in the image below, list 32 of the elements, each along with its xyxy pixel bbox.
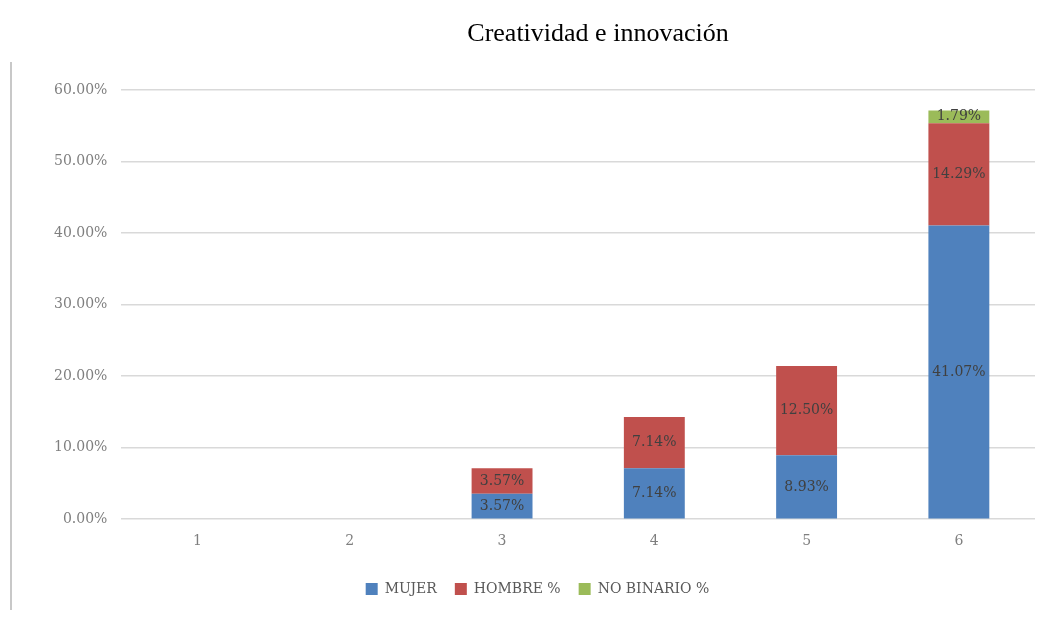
legend-label: HOMBRE % [473,579,561,596]
x-tick-label: 1 [193,532,202,549]
bar [776,455,838,519]
y-tick-label: 40.00% [53,223,108,240]
y-tick-label: 0.00% [62,509,108,526]
data-label: 14.29% [932,164,986,181]
data-label: 12.50% [779,401,834,418]
bar [623,468,685,519]
x-tick-label: 3 [497,532,507,549]
y-tick-label: 60.00% [53,80,108,97]
data-label: 3.57% [479,471,525,488]
legend-label: NO BINARIO % [597,579,710,596]
data-label: 8.93% [784,477,829,494]
y-tick-label: 30.00% [53,295,108,312]
legend-label: MUJER [384,579,438,596]
bar [623,417,685,469]
x-tick-label: 2 [345,532,355,549]
data-label: 3.57% [479,496,525,513]
y-tick-label: 50.00% [53,152,108,169]
x-tick-label: 6 [954,532,964,549]
y-tick-label: 20.00% [53,366,108,383]
data-label: 7.14% [632,483,677,500]
data-label: 7.14% [632,433,677,450]
bar [928,225,990,519]
x-tick-label: 5 [802,532,812,549]
chart-title: Creatividad e innovación [467,18,729,48]
bar [928,123,990,226]
data-label: 41.07% [932,362,986,379]
data-label: 1.79% [936,107,982,124]
y-tick-label: 10.00% [53,438,108,455]
x-tick-label: 4 [649,532,659,549]
bar [776,365,838,456]
